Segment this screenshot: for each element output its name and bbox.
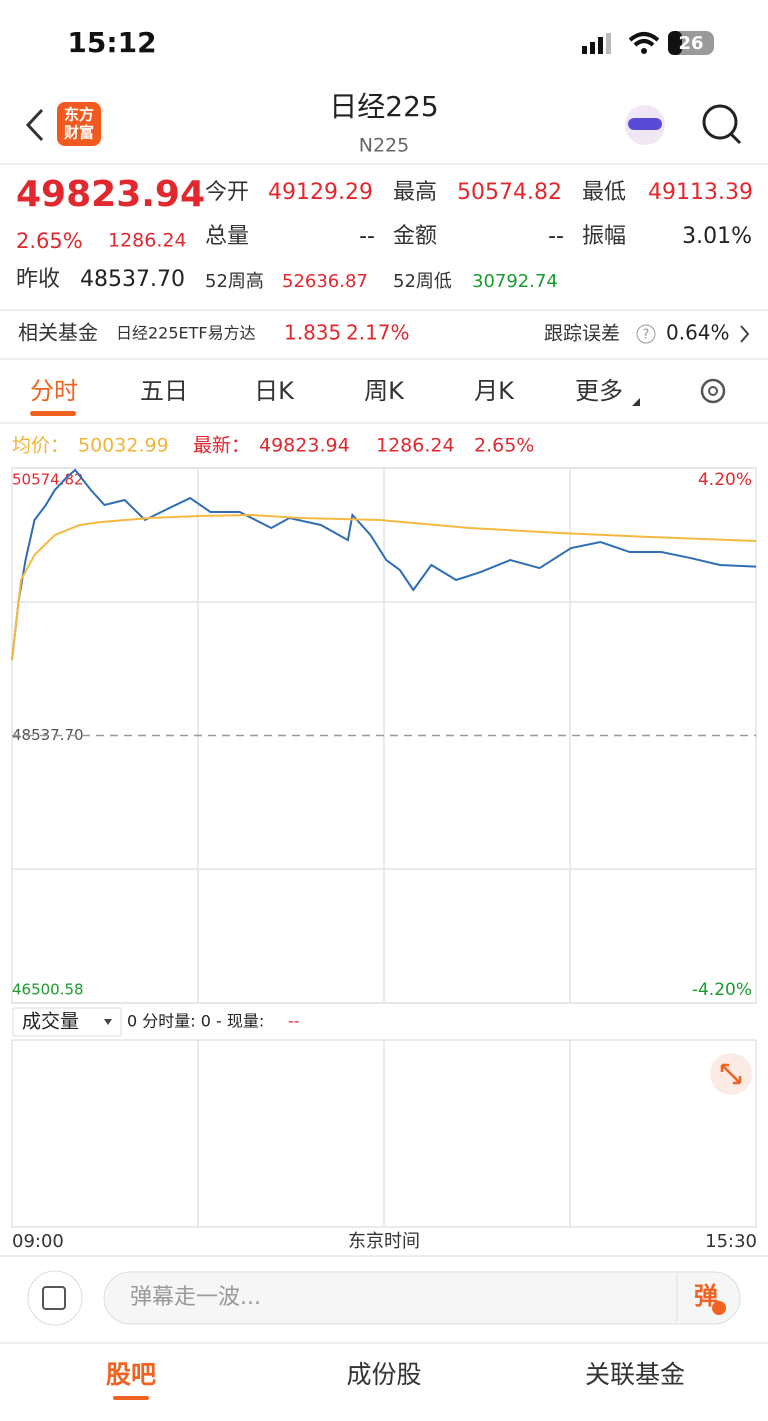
tab[interactable]: 月K: [474, 377, 515, 405]
title: 日经225: [329, 90, 438, 123]
price-line: [11, 468, 757, 661]
field-value: --: [548, 224, 564, 249]
tracking-label: 跟踪误差: [544, 323, 620, 345]
price: 49823.94: [16, 174, 205, 215]
tracking-value: 0.64%: [666, 321, 730, 345]
y2-tick-label: 4.20%: [698, 470, 752, 490]
field-label: 最高: [393, 180, 437, 205]
field-value: 30792.74: [472, 271, 558, 292]
field-label: 52周高: [205, 271, 264, 292]
legend-value: 2.65%: [474, 435, 534, 457]
wifi: [628, 32, 660, 47]
y2-tick-label: -4.20%: [692, 980, 752, 1000]
tab[interactable]: 周K: [364, 377, 405, 405]
help-text: ?: [643, 328, 650, 343]
field-value: 49113.39: [648, 180, 753, 205]
comment-input[interactable]: [103, 1271, 741, 1325]
back-button[interactable]: [25, 108, 44, 142]
logo[interactable]: [57, 102, 101, 146]
input-placeholder[interactable]: 弹幕走一波...: [130, 1285, 261, 1310]
settings-button[interactable]: [700, 378, 726, 404]
chevron[interactable]: [740, 325, 750, 343]
price-line: [11, 513, 757, 661]
field-value: 48537.70: [80, 267, 185, 292]
logo-text: 东方: [64, 106, 94, 124]
change: 1286.24: [108, 230, 187, 252]
field-value: --: [359, 224, 375, 249]
send-button[interactable]: 弹: [694, 1282, 718, 1310]
status-time: 15:12: [67, 26, 156, 59]
chart-grid: [11, 467, 757, 1228]
send-badge: [712, 1301, 726, 1315]
logo-text: 财富: [64, 124, 94, 142]
fund-name[interactable]: 日经225ETF易方达: [116, 324, 256, 343]
y-tick-label: 50574.82: [12, 471, 84, 489]
settings-hub: [708, 386, 718, 396]
tab[interactable]: 分时: [30, 377, 78, 405]
legend-label: 均价：: [12, 435, 69, 457]
field-label: 今开: [205, 180, 249, 205]
field-label: 昨收: [16, 267, 60, 292]
legend-label: 最新：: [193, 435, 250, 457]
danmaku-icon: [42, 1286, 66, 1310]
x-axis-label: 东京时间: [348, 1231, 420, 1252]
field-label: 总量: [205, 224, 249, 249]
legend-value: 49823.94: [259, 435, 350, 457]
y-tick-label: 46500.58: [12, 981, 84, 999]
x-tick-label: 15:30: [705, 1231, 757, 1252]
dropdown-arrow: [104, 1019, 112, 1025]
tab[interactable]: 日K: [254, 377, 295, 405]
battery-level: [668, 31, 682, 55]
field-value: 50574.82: [457, 180, 562, 205]
search-handle: [729, 132, 742, 145]
x-tick-label: 09:00: [12, 1231, 64, 1252]
fund-change: 2.17%: [346, 321, 410, 345]
expand-icon: [720, 1063, 742, 1085]
volume-now: --: [288, 1012, 300, 1031]
search-button[interactable]: [702, 104, 738, 140]
change-pct: 2.65%: [16, 229, 83, 253]
volume-text: 0 分时量: 0 - 现量:: [127, 1012, 264, 1031]
bottom-tab[interactable]: 成份股: [346, 1360, 421, 1389]
tab[interactable]: 更多: [575, 377, 623, 405]
fund-price: 1.835: [284, 321, 341, 345]
subtitle: N225: [359, 135, 409, 157]
bottom-tab[interactable]: 关联基金: [585, 1360, 685, 1389]
battery-level-text: 26: [678, 33, 703, 54]
field-value: 49129.29: [268, 180, 373, 205]
field-label: 最低: [582, 180, 626, 205]
field-value: 52636.87: [282, 271, 368, 292]
legend-value: 1286.24: [376, 435, 455, 457]
danmaku-settings[interactable]: [27, 1270, 83, 1326]
field-value: 3.01%: [682, 224, 752, 249]
fund-label: 相关基金: [18, 321, 98, 345]
field-label: 金额: [393, 224, 437, 249]
help-icon[interactable]: [636, 324, 656, 344]
bottom-tab-indicator: [113, 1396, 149, 1400]
field-label: 振幅: [582, 224, 626, 249]
bottom-tab[interactable]: 股吧: [106, 1360, 156, 1389]
volume-dropdown[interactable]: [12, 1007, 122, 1037]
more-arrow: [632, 398, 640, 406]
volume-label[interactable]: 成交量: [22, 1011, 79, 1033]
field-label: 52周低: [393, 271, 452, 292]
tab[interactable]: 五日: [140, 377, 188, 405]
avatar-visor: [628, 118, 662, 130]
wifi-dot: [641, 48, 647, 54]
tab-indicator: [30, 411, 76, 416]
signal: [582, 33, 611, 54]
legend-value: 50032.99: [78, 435, 169, 457]
